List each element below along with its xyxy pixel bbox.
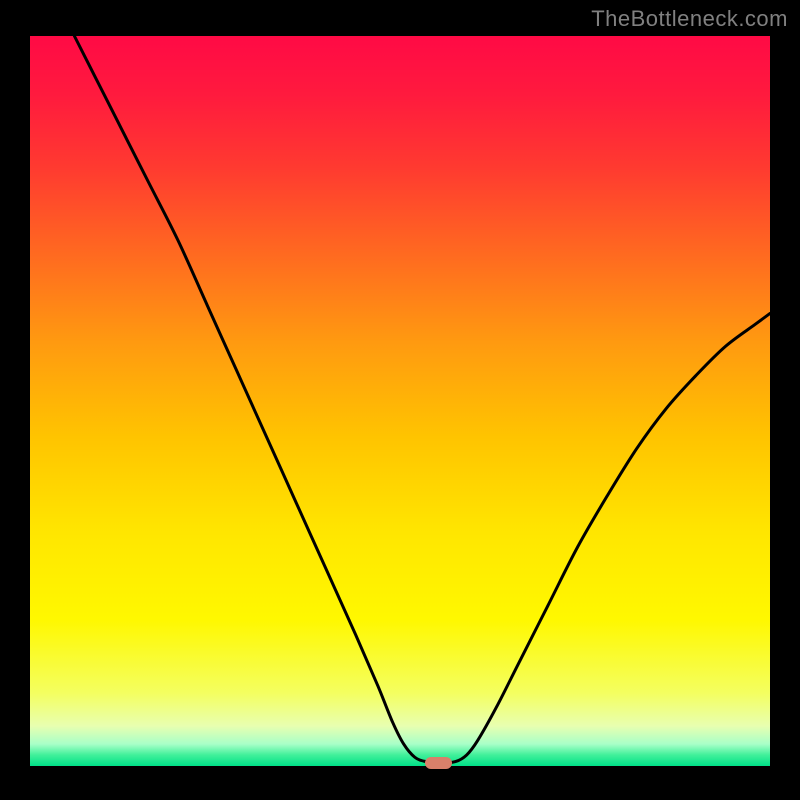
bottleneck-curve [0, 0, 800, 800]
optimal-point-marker [425, 757, 452, 769]
